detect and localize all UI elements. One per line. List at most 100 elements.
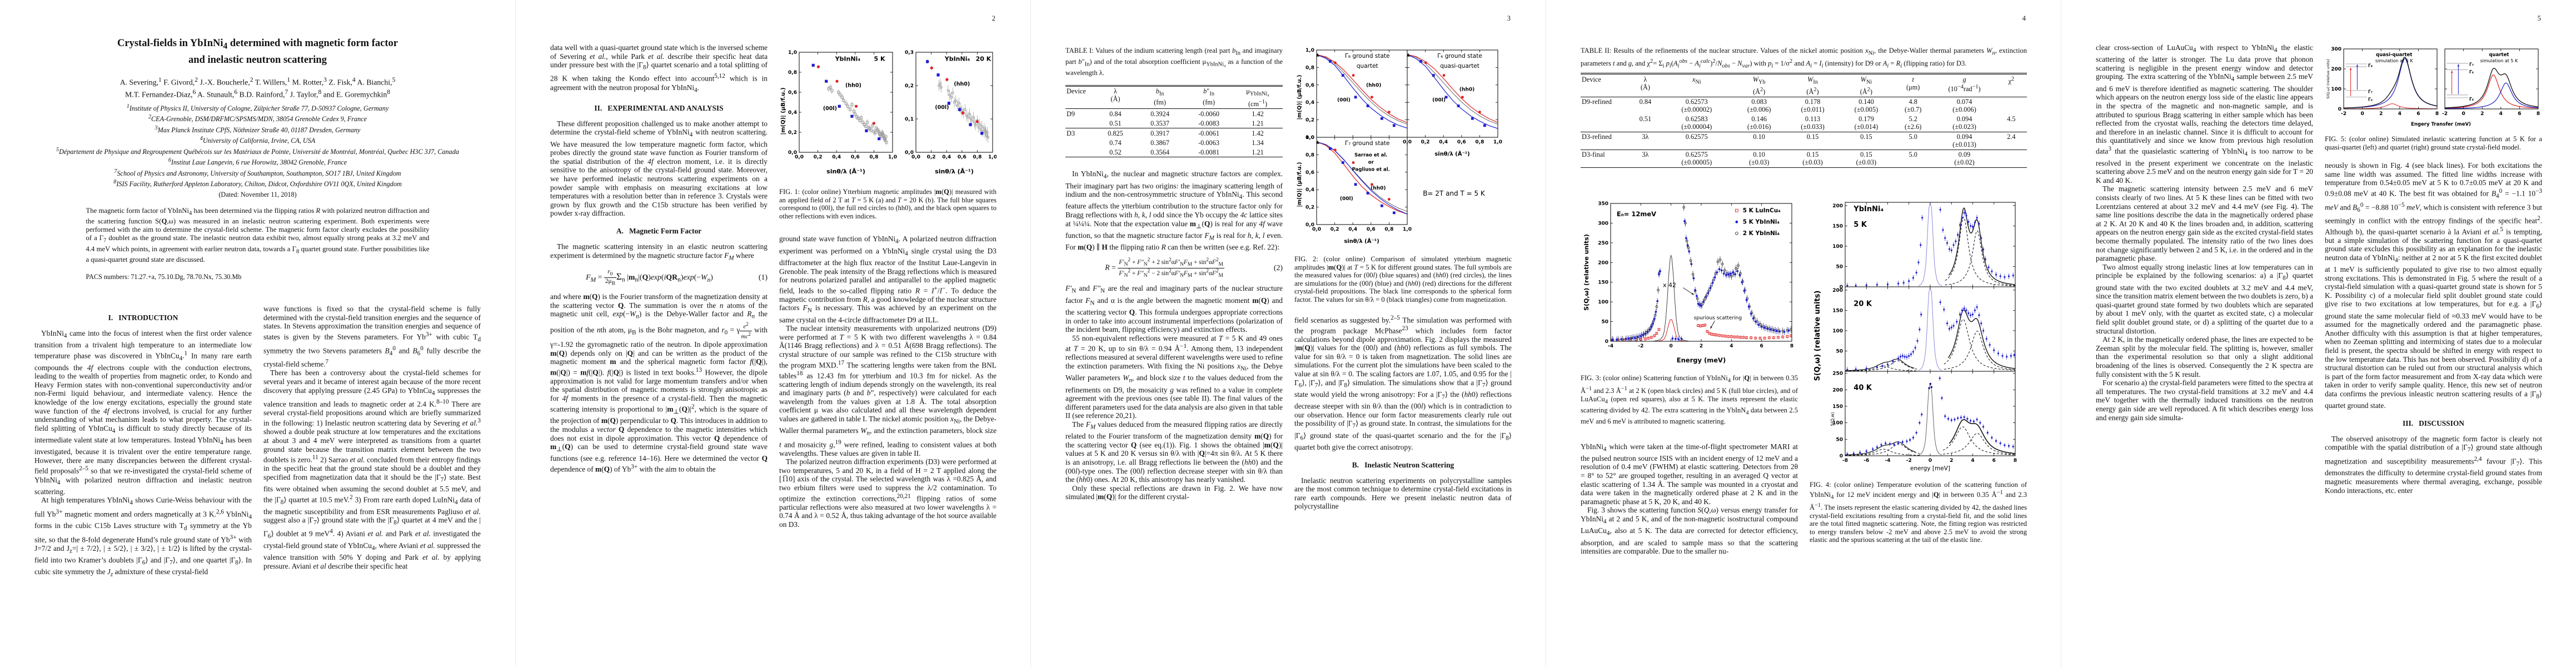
svg-text:quasi-quartet: quasi-quartet [2376, 52, 2412, 58]
svg-text:0,3: 0,3 [905, 50, 914, 56]
svg-text:0,2: 0,2 [905, 83, 914, 89]
paragraph: The nuclear intensity measurements with … [779, 324, 996, 457]
abstract: The magnetic form factor of YbInNi4 has … [86, 206, 430, 264]
table-row: D9-refined 0.84 0.62573 (±0.00002) 0.083 (±0.… [1581, 97, 2027, 115]
table-row: 0.51 0.62583 (±0.00004) 0.146 (±0.016) 0.113(… [1581, 115, 2027, 132]
table-cell: -0.0061 [1185, 128, 1233, 138]
svg-text:sinθ/λ (Å⁻¹): sinθ/λ (Å⁻¹) [826, 168, 865, 175]
svg-text:2 K YbInNi₄: 2 K YbInNi₄ [1743, 230, 1780, 237]
svg-text:50: 50 [1836, 264, 1843, 270]
table-cell: 0.51 [1109, 119, 1122, 127]
paragraph: YbInNi4 which were taken at the time-of-… [1581, 442, 1798, 506]
table-cell: D9 [1067, 109, 1075, 118]
column-header: λ (Å) [1095, 86, 1135, 109]
page2-left-column: data well with a quasi-quartet ground st… [550, 43, 768, 659]
svg-text:E₀= 12meV: E₀= 12meV [1617, 210, 1656, 218]
table-row: D3 0.825 0.3917 -0.0061 1.42 [1065, 128, 1283, 138]
page-number: 5 [2537, 14, 2541, 22]
table-cell: 0.3564 [1150, 148, 1169, 156]
table-cell: -0.0081 [1198, 148, 1219, 156]
column-header: t (μm) [1893, 74, 1934, 97]
paragraph: F′N and F″N are the real and imaginary p… [1065, 284, 1283, 334]
table-row: 0.52 0.3564 -0.0081 1.21 [1065, 147, 1283, 157]
svg-text:250: 250 [1832, 371, 1843, 377]
table-cell: 4.8 (±0.7) [1905, 98, 1922, 114]
svg-text:sinθ/λ (Å⁻¹): sinθ/λ (Å⁻¹) [1344, 237, 1379, 245]
paragraph: neously is shown in Fig. 4 (see black li… [2325, 161, 2542, 410]
svg-text:200: 200 [1832, 387, 1843, 393]
svg-text:5 K: 5 K [874, 56, 885, 63]
svg-text:6: 6 [1992, 458, 1996, 464]
paragraph: For scenario a) the crystal-field parame… [2096, 379, 2313, 422]
figure-fig4: 0 50 100 150 200 YbInNi₄ 5 K 50 100 150 200 20 K -8-… [1810, 197, 2027, 477]
section-heading: B. Inelastic Neutron Scattering [1352, 460, 1454, 469]
page4-left-column: -4 -2 0 2 4 6 8 0 50 100 150 200 250 300 350 E₀= 12meV 5… [1581, 196, 1798, 659]
table-cell: 0.113 (±0.033) [1801, 115, 1825, 131]
svg-text:200: 200 [2331, 67, 2341, 72]
caption: TABLE I: Values of the indium scattering… [1065, 47, 1283, 77]
svg-text:4: 4 [2398, 111, 2401, 117]
spacer [1065, 79, 1283, 84]
figure-fig5: -2 0 2 4 6 8 0 100 200 300 quasi-quartet simulation… [2325, 44, 2542, 132]
svg-text:0,4: 0,4 [942, 155, 951, 160]
affiliation-line: 1Institute of Physics II, University of … [126, 103, 389, 112]
paragraph: The magnetic scattering intensity betwee… [2096, 185, 2313, 263]
table-cell: D3-final [1581, 149, 1630, 168]
table-cell: 0.15 [1839, 131, 1894, 150]
svg-text:(hh0): (hh0) [1366, 83, 1381, 88]
table-cell: 1.34 [1252, 138, 1264, 147]
section-heading: III. DISCUSSION [2403, 419, 2464, 427]
table-cell: 1.21 [1252, 148, 1264, 156]
svg-text:0: 0 [2360, 111, 2364, 117]
svg-text:50: 50 [1836, 437, 1843, 442]
table-row: D3-refined 3λ 0.62575 0.10 0.15 0.15 5.0 0.094(… [1581, 131, 2027, 150]
svg-text:100: 100 [1832, 244, 1843, 250]
table-cell: 0.15 (±0.03) [1786, 149, 1840, 168]
svg-text:0,0: 0,0 [1306, 222, 1314, 228]
figure-fig1: 0,0 0,2 0,4 0,6 0,8 1,0 0,0 0,2 0,4 0,6 0,8 1,0 YbIn… [779, 44, 996, 185]
column-header: g (10−4rad−1) [1933, 74, 1996, 97]
table-cell: 0.094 (±0.023) [1952, 115, 1976, 131]
page5-left-column: clear cross-section of LuAuCu4 with resp… [2096, 43, 2313, 659]
svg-text:YbInNi₄: YbInNi₄ [944, 56, 970, 63]
svg-text:or: or [1368, 160, 1374, 166]
page5-right-column: -2 0 2 4 6 8 0 100 200 300 quasi-quartet simulation… [2325, 43, 2542, 659]
svg-text:Γ₆ ground state: Γ₆ ground state [1437, 53, 1482, 59]
page-number: 3 [1507, 14, 1511, 22]
svg-text:Γ₆: Γ₆ [2469, 69, 2474, 74]
svg-text:0,6: 0,6 [1457, 140, 1466, 145]
caption: FIG. 4: (color online) Temperature evolu… [1810, 481, 2027, 544]
table-cell: 0.62575 [1661, 131, 1732, 150]
caption: FIG. 5: (color online) Simulated inelast… [2325, 135, 2542, 151]
svg-text:0,6: 0,6 [788, 90, 797, 96]
paragraph: These different proposition challenged u… [550, 119, 768, 218]
affiliations: 1Institute of Physics II, University of … [34, 102, 481, 189]
spacer [2325, 153, 2542, 161]
affiliation-line: 5Département de Physique and Regroupemen… [56, 146, 459, 156]
svg-text:0: 0 [1929, 458, 1932, 464]
page-2: 2 data well with a quasi-quartet ground … [515, 0, 1031, 667]
figure-fig3: -4 -2 0 2 4 6 8 0 50 100 150 200 250 300 350 E₀= 12meV 5… [1581, 197, 1798, 371]
svg-text:x 42: x 42 [1663, 281, 1676, 288]
author-line-1: A. Severing,1 F. Givord,2 J.-X. Boucherl… [119, 76, 396, 87]
svg-text:0,6: 0,6 [1367, 227, 1376, 232]
table-cell: 2.4 [1995, 131, 2027, 150]
svg-text:Γ₈: Γ₈ [2368, 63, 2373, 68]
paragraph: wave functions is fixed so that the crys… [263, 305, 481, 369]
svg-text:-4: -4 [1608, 344, 1613, 349]
affiliation-line: 3Max Planck Institute CPfS, Nöthnizer St… [155, 125, 361, 134]
svg-text:1,0: 1,0 [1306, 48, 1314, 53]
svg-text:S(Q,ω) (relative units): S(Q,ω) (relative units) [1583, 234, 1590, 311]
svg-text:50: 50 [1836, 349, 1843, 354]
svg-text:0,0: 0,0 [911, 155, 920, 160]
page-number: 2 [991, 14, 995, 22]
paragraph: and where m(Q) is the Fourier transform … [550, 292, 768, 474]
svg-text:0,4: 0,4 [1348, 227, 1357, 232]
equation-number: (1) [758, 273, 768, 282]
table-cell: 0.083 (±0.006) [1747, 98, 1771, 114]
table-cell: D9-refined [1582, 98, 1612, 106]
page-number: 4 [2022, 14, 2026, 22]
svg-text:1,0: 1,0 [1403, 227, 1412, 232]
